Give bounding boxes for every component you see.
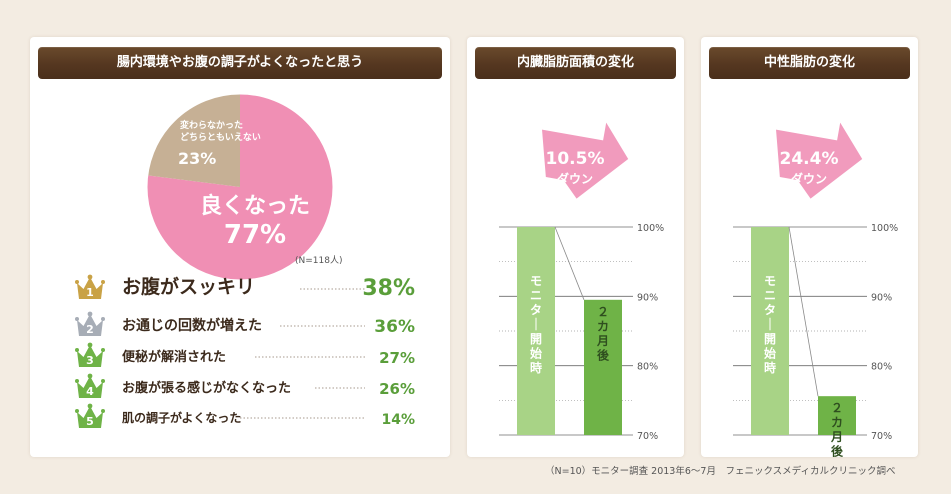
crown-icon xyxy=(75,373,105,398)
rank-value: 26% xyxy=(379,380,415,398)
tick-label: 100% xyxy=(637,223,664,234)
arrow-value: 10.5% xyxy=(546,149,605,169)
visceral-fat-panel-title: 内臓脂肪面積の変化 xyxy=(475,47,676,79)
tick-label: 90% xyxy=(871,292,892,303)
survey-panel: 腸内環境やお腹の調子がよくなったと思う 良くなった 77% 変わらなかった どちらとも… xyxy=(30,37,450,457)
pie-slice-1-value: 77% xyxy=(224,220,286,250)
ranking-row: 3 便秘が解消された 27% xyxy=(75,342,415,367)
rank-label: 肌の調子がよくなった xyxy=(121,410,241,425)
bar-connector xyxy=(788,226,819,397)
bar-2 xyxy=(584,299,622,435)
pie-slice-2-label-line-1: 変わらなかった xyxy=(180,119,243,131)
crown-icon xyxy=(75,342,105,367)
crown-icon xyxy=(75,311,105,336)
survey-panel-title: 腸内環境やお腹の調子がよくなったと思う xyxy=(38,47,442,79)
footnote-area: （N=10）モニター調査 2013年6〜7月 フェニックスメディカルクリニック調… xyxy=(0,460,951,480)
tick-label: 90% xyxy=(637,292,658,303)
rank-value: 14% xyxy=(381,412,415,428)
neutral-fat-panel: 中性脂肪の変化 24.4% ダウン 100% 90% 80% 70% モニタ｜開始時 ２カ月後 xyxy=(701,37,918,459)
bar-category-label: モニタ｜開始時 xyxy=(530,274,542,375)
rank-label: お通じの回数が増えた xyxy=(122,317,262,334)
rank-number: 1 xyxy=(86,286,94,299)
ranking-row: 5 肌の調子がよくなった 14% xyxy=(75,403,415,428)
bar-category-label: ２カ月後 xyxy=(830,401,844,459)
rank-value: 36% xyxy=(374,317,415,337)
down-arrow xyxy=(776,122,863,199)
ranking-row: 4 お腹が張る感じがなくなった 26% xyxy=(75,373,415,398)
crown-icon xyxy=(75,403,105,428)
rank-number: 5 xyxy=(86,415,94,428)
crown-icon xyxy=(75,274,105,299)
ranking-row: 1 お腹がスッキリ 38% xyxy=(75,274,415,301)
arrow-caption: ダウン xyxy=(557,171,593,186)
rank-value: 27% xyxy=(379,349,415,367)
rank-number: 3 xyxy=(86,354,94,367)
rank-label: 便秘が解消された xyxy=(122,349,226,365)
tick-label: 70% xyxy=(637,431,658,442)
rank-number: 2 xyxy=(86,323,94,336)
visceral-fat-panel: 内臓脂肪面積の変化 10.5% ダウン 100% 90% 80% 70% モニタ｜開始時 ２カ… xyxy=(467,37,684,457)
pie-slice-1-label: 良くなった xyxy=(200,193,310,219)
bar-1 xyxy=(517,227,555,435)
bar-category-label: モニタ｜開始時 xyxy=(764,274,776,375)
rank-number: 4 xyxy=(86,385,94,398)
pie-outline xyxy=(146,93,334,281)
rank-label: お腹がスッキリ xyxy=(122,275,255,298)
bar-category-label: ２カ月後 xyxy=(596,305,610,363)
visceral-fat-bar-chart: 10.5% ダウン 100% 90% 80% 70% モニタ｜開始時 ２カ月後 xyxy=(499,122,664,442)
tick-label: 70% xyxy=(871,431,892,442)
down-arrow xyxy=(542,122,629,199)
ranking-row: 2 お通じの回数が増えた 36% xyxy=(75,311,415,337)
arrow-caption: ダウン xyxy=(791,171,827,186)
rank-value: 38% xyxy=(362,276,415,301)
pie-slice-2 xyxy=(147,94,240,187)
pie-slice-2-label-line-2: どちらともいえない xyxy=(180,131,261,143)
bar-2 xyxy=(818,396,856,435)
tick-label: 80% xyxy=(637,362,658,373)
bar-connector xyxy=(554,226,585,300)
tick-label: 80% xyxy=(871,362,892,373)
arrow-value: 24.4% xyxy=(780,149,839,169)
neutral-fat-panel-title: 中性脂肪の変化 xyxy=(709,47,910,79)
footnote: （N=10）モニター調査 2013年6〜7月 フェニックスメディカルクリニック調… xyxy=(545,466,896,477)
rank-label: お腹が張る感じがなくなった xyxy=(122,380,291,396)
bar-1 xyxy=(751,227,789,435)
neutral-fat-bar-chart: 24.4% ダウン 100% 90% 80% 70% モニタ｜開始時 ２カ月後 xyxy=(733,122,898,459)
pie-sample-note: (N=118人) xyxy=(295,255,342,266)
ranking-list: 1 お腹がスッキリ 38% 2 お通じの回数が増えた 36% 3 便秘が解消された 27% 4 お腹… xyxy=(75,274,415,428)
tick-label: 100% xyxy=(871,223,898,234)
pie-slice-2-value: 23% xyxy=(178,149,216,168)
